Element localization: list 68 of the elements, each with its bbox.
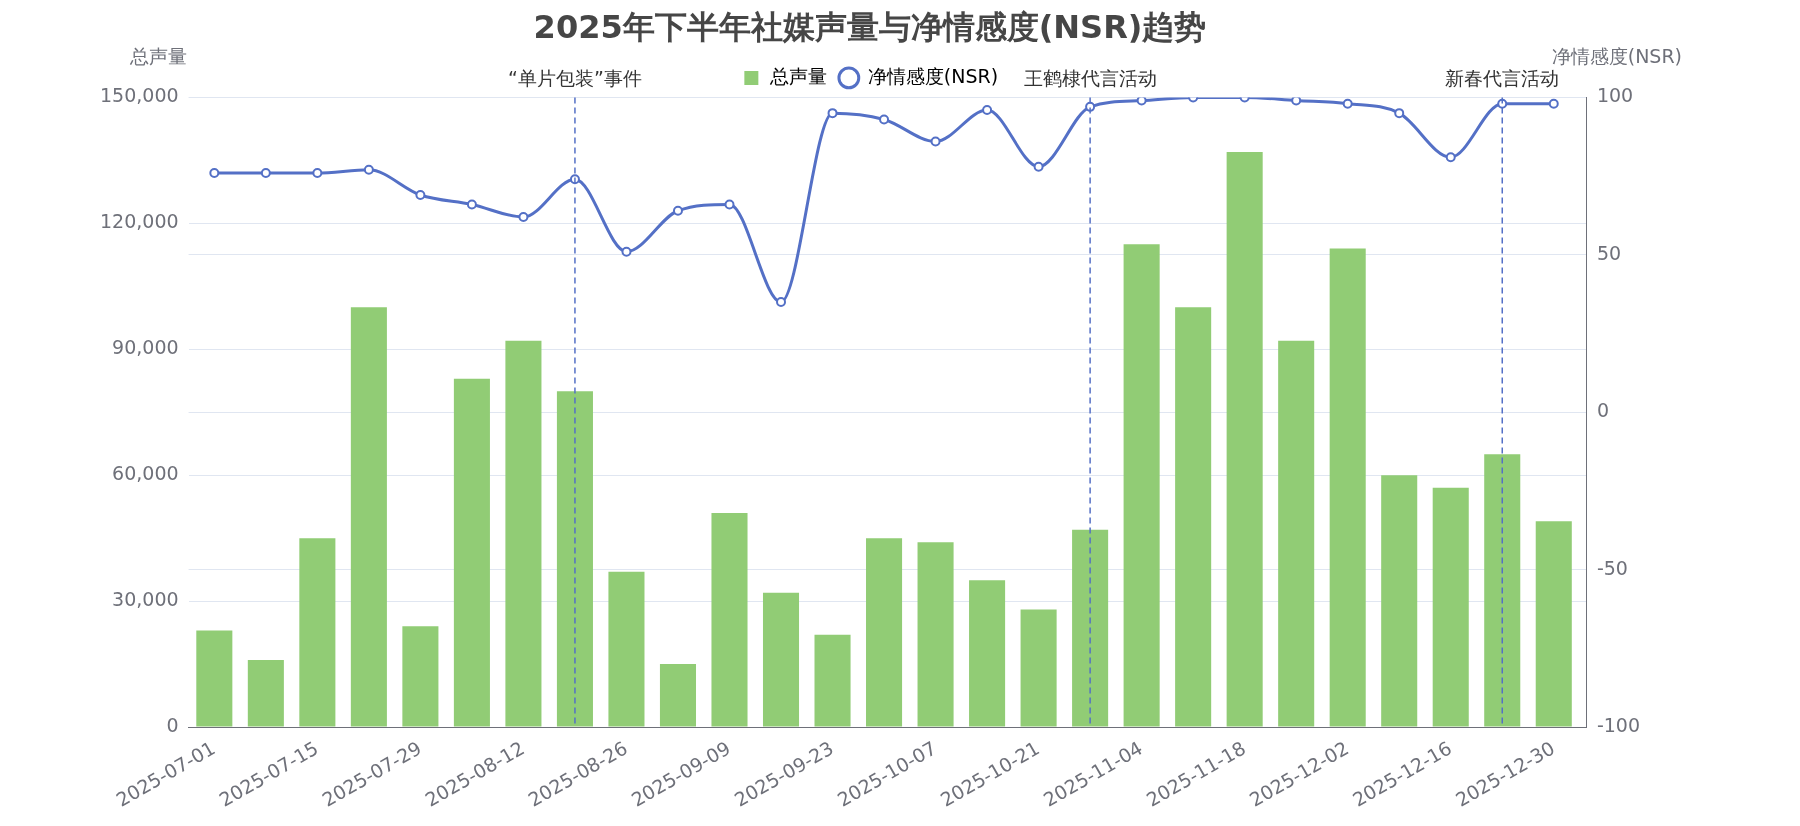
- point: [1548, 98, 1559, 109]
- ref-line-label: 新春代言活动: [1445, 66, 1560, 89]
- y-axis-title: 总声量: [129, 44, 188, 67]
- point: [518, 212, 529, 223]
- bar: [866, 538, 903, 727]
- point: [260, 167, 271, 178]
- y2-tick-label: -50: [1596, 556, 1628, 579]
- bar: [247, 659, 284, 727]
- y-tick-label: 90,000: [112, 336, 179, 359]
- point: [827, 108, 838, 119]
- bar: [402, 626, 439, 727]
- bar: [969, 580, 1006, 727]
- y-tick-label: 60,000: [112, 462, 179, 485]
- bar: [1381, 475, 1418, 727]
- bar: [350, 307, 387, 727]
- point: [1136, 97, 1147, 106]
- point: [1291, 97, 1302, 106]
- y2-tick-label: 100: [1596, 84, 1634, 107]
- chart-title: 2025年下半年社媒声量与净情感度(NSR)趋势: [533, 7, 1207, 46]
- point: [672, 205, 683, 216]
- point: [879, 114, 890, 125]
- bar: [1484, 454, 1521, 727]
- bar: [556, 391, 593, 727]
- y2-axis-title: 净情感度(NSR): [1551, 44, 1683, 67]
- bar: [917, 542, 954, 727]
- point: [466, 199, 477, 210]
- point: [724, 199, 735, 210]
- y-tick-label: 120,000: [99, 210, 179, 233]
- y2-tick-label: 0: [1596, 399, 1609, 422]
- point: [930, 136, 941, 147]
- point: [312, 167, 323, 178]
- bar: [1123, 244, 1160, 727]
- bar: [1432, 487, 1469, 727]
- bar: [814, 634, 851, 727]
- point: [1445, 152, 1456, 163]
- legend-label: 总声量: [769, 64, 828, 87]
- bar: [1072, 529, 1109, 727]
- ref-line-label: “单片包装”事件: [508, 66, 642, 89]
- bar: [1020, 609, 1057, 727]
- bar: [1226, 151, 1263, 727]
- point: [982, 104, 993, 115]
- point: [209, 167, 220, 178]
- point: [1033, 161, 1044, 172]
- point: [363, 164, 374, 175]
- y-tick-label: 30,000: [112, 588, 179, 611]
- bar: [1329, 248, 1366, 727]
- y-tick-label: 0: [166, 713, 179, 736]
- point: [415, 190, 426, 200]
- legend-label: 净情感度(NSR): [867, 64, 999, 87]
- y2-tick-label: 50: [1596, 241, 1622, 264]
- bar: [1175, 307, 1212, 727]
- point: [1342, 98, 1353, 109]
- bar: [505, 340, 542, 727]
- bar: [762, 592, 800, 727]
- bar: [1535, 521, 1572, 727]
- bar: [608, 571, 645, 727]
- ref-line-label: 王鹤棣代言活动: [1023, 66, 1157, 89]
- point: [776, 297, 787, 308]
- bar: [299, 538, 336, 727]
- bar: [453, 378, 490, 727]
- bar: [659, 664, 697, 727]
- y2-tick-label: -100: [1596, 713, 1640, 736]
- y-tick-label: 150,000: [99, 84, 179, 107]
- point: [1394, 108, 1405, 119]
- point: [621, 246, 632, 257]
- bar: [1278, 340, 1315, 727]
- bar: [196, 630, 233, 727]
- bar: [711, 512, 748, 727]
